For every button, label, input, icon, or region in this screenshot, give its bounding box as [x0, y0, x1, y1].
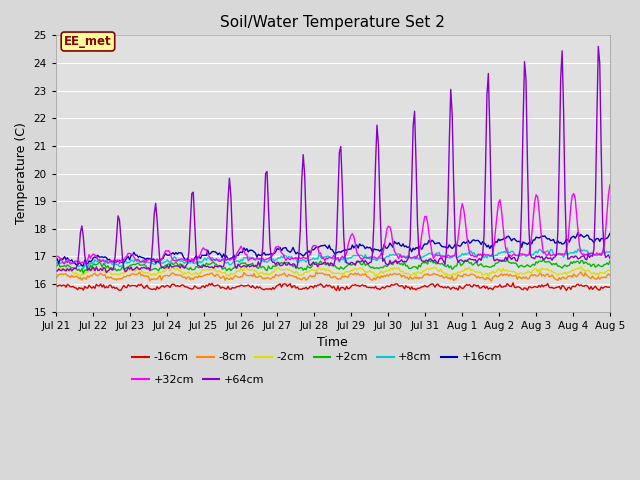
Title: Soil/Water Temperature Set 2: Soil/Water Temperature Set 2 [220, 15, 445, 30]
Text: EE_met: EE_met [64, 35, 112, 48]
X-axis label: Time: Time [317, 336, 348, 349]
Y-axis label: Temperature (C): Temperature (C) [15, 122, 28, 225]
Legend: +32cm, +64cm: +32cm, +64cm [128, 370, 269, 389]
